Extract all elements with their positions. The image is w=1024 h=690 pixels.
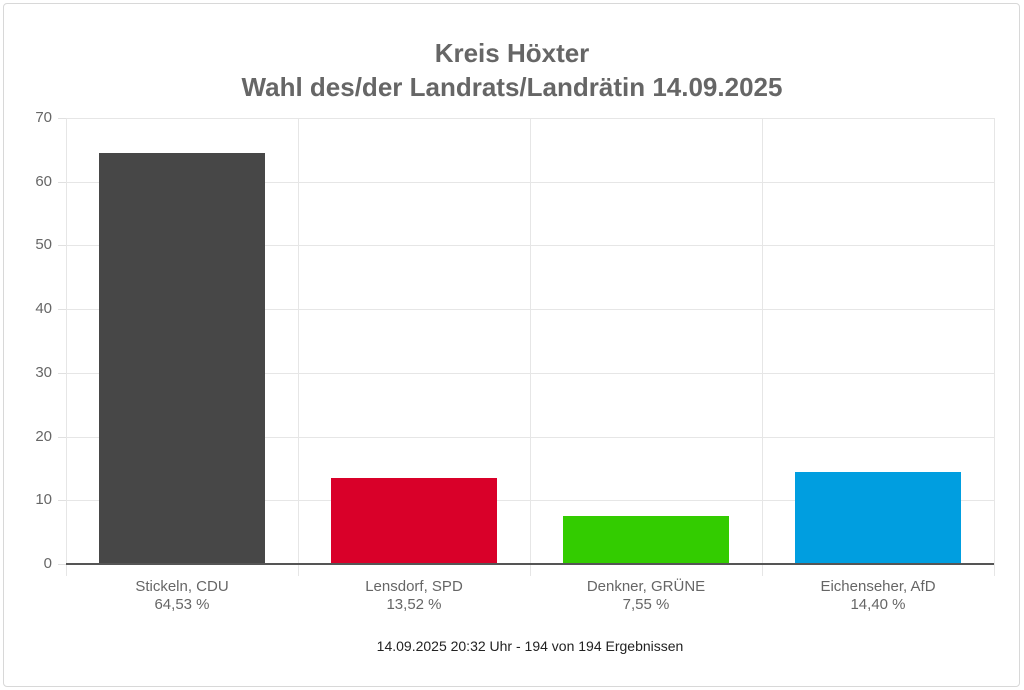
chart-subtitle: Wahl des/der Landrats/Landrätin 14.09.20… (241, 72, 783, 102)
y-tick-label: 70 (35, 109, 52, 126)
category-label: Lensdorf, SPD 13,52 % (298, 578, 530, 614)
category-divider (530, 118, 531, 576)
candidate-name: Eichenseher, AfD (820, 578, 936, 595)
category-label: Stickeln, CDU 64,53 % (66, 578, 298, 614)
y-tick-label: 30 (35, 363, 52, 381)
category-divider (298, 118, 299, 576)
candidate-name: Lensdorf, SPD (365, 578, 463, 595)
y-tick-label: 60 (35, 172, 52, 190)
bar-stickeln-cdu[interactable] (99, 152, 265, 564)
category-divider (994, 118, 995, 576)
x-axis-baseline (66, 563, 994, 565)
y-tick (58, 309, 66, 311)
category-label: Eichenseher, AfD 14,40 % (762, 578, 994, 614)
bar-lensdorf-spd[interactable] (331, 477, 497, 564)
results-status: 14.09.2025 20:32 Uhr - 194 von 194 Ergeb… (376, 638, 684, 654)
y-tick (58, 436, 66, 438)
category-divider (66, 118, 67, 576)
candidate-name: Denkner, GRÜNE (586, 578, 706, 595)
y-tick (58, 500, 66, 502)
vote-percentage: 7,55 % (622, 596, 670, 613)
y-tick (58, 372, 66, 374)
vote-percentage: 64,53 % (154, 596, 210, 613)
vote-percentage: 13,52 % (386, 596, 442, 613)
category-label: Denkner, GRÜNE 7,55 % (530, 578, 762, 614)
candidate-name: Stickeln, CDU (135, 578, 229, 595)
y-tick-label: 0 (43, 555, 52, 572)
vote-percentage: 14,40 % (850, 596, 906, 613)
y-tick (58, 118, 66, 119)
y-tick (58, 564, 66, 565)
y-tick-label: 10 (35, 491, 52, 509)
y-tick-label: 40 (35, 300, 52, 318)
bar-eichenseher-afd[interactable] (795, 472, 961, 564)
chart-title: Kreis Höxter (434, 38, 590, 68)
y-tick-label: 20 (35, 427, 52, 445)
plot-area (66, 118, 995, 576)
y-tick (58, 181, 66, 183)
y-tick-label: 50 (35, 236, 52, 254)
bar-denkner-gr-ne[interactable] (563, 515, 729, 564)
category-divider (762, 118, 763, 576)
y-tick (58, 245, 66, 247)
